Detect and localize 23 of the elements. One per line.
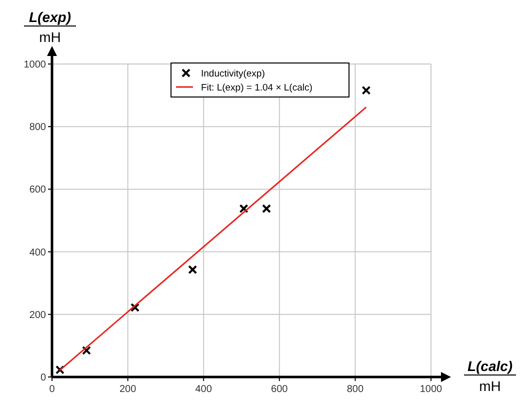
point (130, 303, 140, 312)
y-tick-label: 400 (29, 247, 46, 258)
y-tick-label: 1000 (24, 60, 46, 70)
y-tick-label: 600 (29, 184, 46, 196)
x-tick-label: 200 (119, 384, 137, 395)
legend-label: Inductivity(exp) (201, 68, 265, 80)
y-tick-label: 200 (29, 310, 46, 321)
x-tick-label: 400 (195, 384, 212, 395)
point (262, 204, 272, 214)
x-tick-label: 0 (49, 384, 56, 395)
point (362, 86, 371, 95)
y-axis-title: L(exp) mH (29, 9, 72, 45)
point (188, 265, 198, 274)
x-tick-label: 1000 (420, 384, 443, 395)
y-tick-label: 800 (29, 122, 46, 134)
legend-label: Fit: L(exp) = 1.04 × L(calc) (201, 82, 312, 94)
point (55, 365, 64, 374)
x-axis-title: L(calc) mH (467, 358, 513, 394)
point (82, 346, 91, 355)
point (239, 204, 248, 214)
y-tick-label: 0 (40, 372, 46, 384)
x-tick-label: 600 (271, 384, 288, 395)
x-tick-label: 800 (346, 384, 364, 395)
